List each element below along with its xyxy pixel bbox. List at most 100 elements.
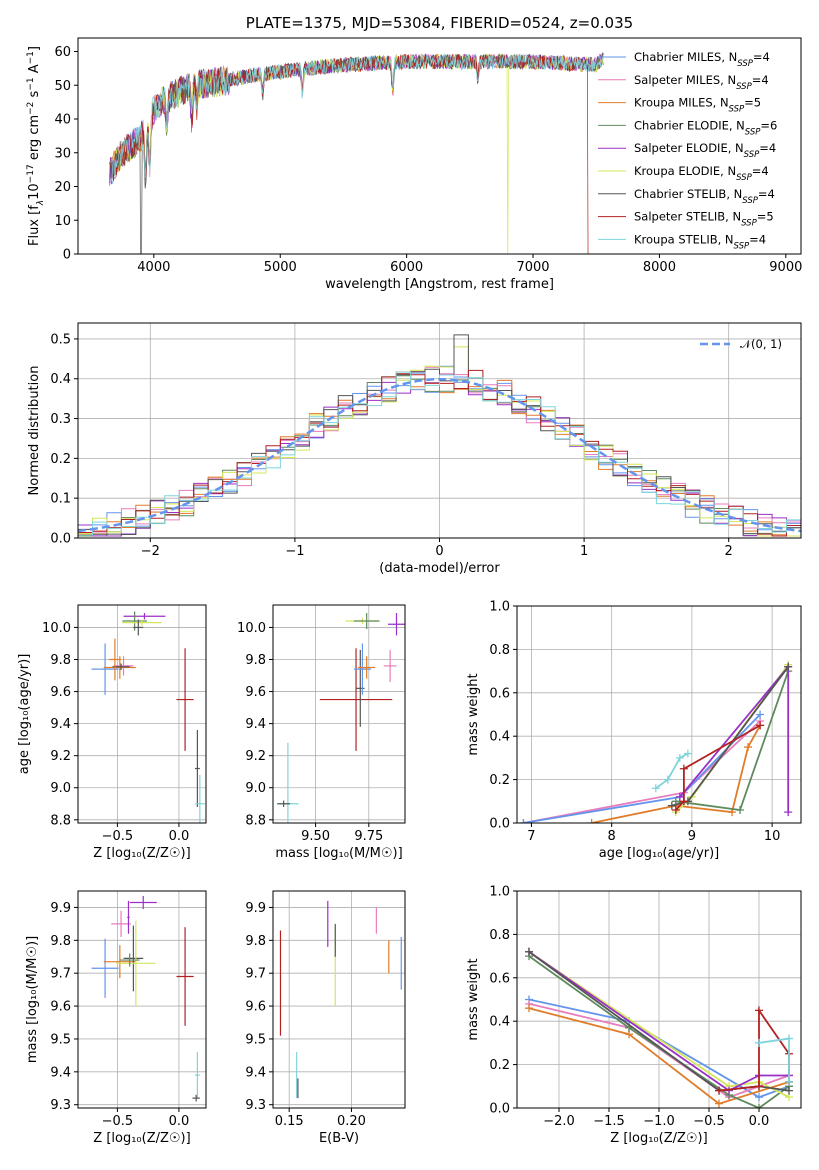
x-tick-label: 6000: [390, 260, 423, 275]
weight-marker: [755, 1038, 763, 1047]
weight-series-5: [528, 951, 789, 1092]
legend-label-part: Chabrier STELIB, N: [634, 187, 742, 201]
y-tick-label: 0.5: [50, 332, 71, 347]
legend-label-part: =4: [753, 50, 770, 64]
y-tick-label: 9.9: [50, 901, 71, 916]
legend-label-part: =4: [749, 232, 766, 246]
x-axis-label: Z [log₁₀(Z/Z☉)]: [610, 1131, 707, 1146]
x-tick-label: −1.5: [593, 1114, 625, 1129]
legend-label-part: Chabrier MILES, N: [634, 50, 737, 64]
y-tick-label: 9.8: [245, 653, 266, 668]
y-axis-label-part: −1: [26, 77, 36, 90]
legend-label-part: SSP: [736, 173, 752, 183]
x-tick-label: −0.5: [102, 1114, 134, 1129]
y-tick-label: 9.4: [50, 1065, 71, 1080]
x-tick-label: −0.5: [102, 829, 134, 844]
weight-marker: [651, 784, 660, 793]
histogram-series-8: [78, 371, 801, 536]
error-bar-point: [119, 953, 140, 967]
spectrum-panel: 4000 5000 6000 7000 8000 9000 0 10 20 30 40 50 60 wav…: [26, 14, 802, 292]
error-bar-point: [116, 920, 156, 1007]
y-axis-label: Normed distribution: [27, 366, 42, 496]
error-bar-point: [353, 613, 380, 630]
legend-label-part: Salpeter ELODIE, N: [634, 141, 744, 155]
weight-marker: [675, 753, 684, 762]
x-tick-label: 0: [435, 544, 443, 559]
weight-lines: [519, 660, 793, 823]
x-tick-label: −1.0: [643, 1114, 675, 1129]
error-bar-point: [387, 613, 405, 636]
error-bar-point: [319, 648, 393, 751]
error-bars: [279, 900, 402, 1099]
x-tick-label: 9.75: [354, 829, 383, 844]
chart-title: PLATE=1375, MJD=53084, FIBERID=0524, z=0…: [246, 14, 633, 32]
y-tick-label: 9.3: [50, 1098, 71, 1113]
axes-frame: [77, 890, 207, 1109]
error-bar-point: [194, 774, 205, 823]
weight-series-1: [523, 713, 761, 823]
legend-label-part: SSP: [737, 59, 753, 69]
y-tick-label: 0.0: [50, 532, 71, 547]
error-bar-point: [123, 613, 166, 620]
x-tick-label: −2: [141, 544, 160, 559]
axes-frame: [516, 605, 802, 824]
weight-marker: [755, 1006, 763, 1015]
y-tick-label: 8.8: [50, 813, 71, 828]
spectrum-series-0: [109, 53, 604, 186]
x-tick-label: 0.0: [169, 1114, 190, 1129]
weight-marker: [675, 792, 684, 801]
spectrum-lines: [109, 52, 604, 254]
y-tick-label: 9.6: [245, 1000, 266, 1015]
weight-marker: [755, 1093, 763, 1102]
y-axis-label: Flux [fλ10−17 erg cm−2 s−1 A−1]: [26, 46, 46, 246]
y-axis-label-part: ]: [27, 46, 42, 51]
histogram-series-2: [78, 371, 801, 537]
legend-label: Salpeter STELIB, NSSP=5: [634, 210, 774, 229]
y-tick-label: 9.8: [50, 653, 71, 668]
y-axis-label: mass weight: [466, 673, 481, 755]
error-bar-point: [91, 643, 119, 695]
y-tick-label: 9.4: [245, 717, 266, 732]
x-tick-label: 5000: [264, 260, 297, 275]
weight-marker: [667, 801, 676, 810]
legend-label-part: SSP: [744, 150, 760, 160]
x-axis-label: wavelength [Angstrom, rest frame]: [325, 277, 554, 292]
mass_vs_Z-panel: −0.5 0.0 9.3 9.4 9.5 9.6 9.7 9.8 9.9 Z [log₁₀(Z/Z…: [25, 890, 207, 1146]
y-tick-label: 10.0: [42, 621, 71, 636]
error-bar-point: [91, 938, 119, 998]
y-tick-label: 0.2: [489, 773, 510, 788]
legend-label: Kroupa ELODIE, NSSP=4: [634, 164, 769, 183]
y-tick-label: 9.7: [245, 967, 266, 982]
x-axis-label: Z [log₁₀(Z/Z☉)]: [93, 1131, 190, 1146]
legend-label-part: =4: [759, 141, 776, 155]
error-bar-point: [108, 638, 122, 681]
spectrum-series-8: [109, 52, 604, 182]
weight-marker: [744, 743, 753, 752]
x-axis-label: E(B-V): [319, 1131, 359, 1146]
weight_vs_age-panel: 7 8 9 10 0.0 0.2 0.4 0.6 0.8 1.0 age [log₁₀(age/yr…: [466, 600, 802, 861]
x-tick-label: 1: [580, 544, 588, 559]
weight-marker: [679, 797, 688, 806]
y-tick-label: 9.4: [50, 717, 71, 732]
legend-label-part: SSP: [745, 127, 761, 137]
y-tick-label: 9.2: [245, 749, 266, 764]
legend-label-part: SSP: [729, 105, 745, 115]
x-tick-label: 7000: [516, 260, 549, 275]
legend-label: Kroupa STELIB, NSSP=4: [634, 232, 766, 251]
y-axis-label: age [log₁₀(age/yr)]: [17, 654, 32, 775]
weight-marker: [785, 1034, 793, 1043]
y-tick-label: 30: [54, 146, 71, 161]
legend-label: Salpeter MILES, NSSP=4: [634, 73, 769, 92]
y-axis-label-part: −2: [26, 102, 36, 115]
legend-label-part: =4: [752, 164, 769, 178]
x-tick-label: 8: [608, 829, 616, 844]
error-bar-point: [383, 649, 397, 682]
normal-reference-curve: [78, 377, 801, 533]
y-tick-label: 1.0: [489, 600, 510, 615]
legend-label-part: Kroupa STELIB, N: [634, 232, 734, 246]
legend-label-part: =4: [752, 73, 769, 87]
weight-marker: [519, 819, 528, 823]
weight-marker: [736, 805, 745, 814]
